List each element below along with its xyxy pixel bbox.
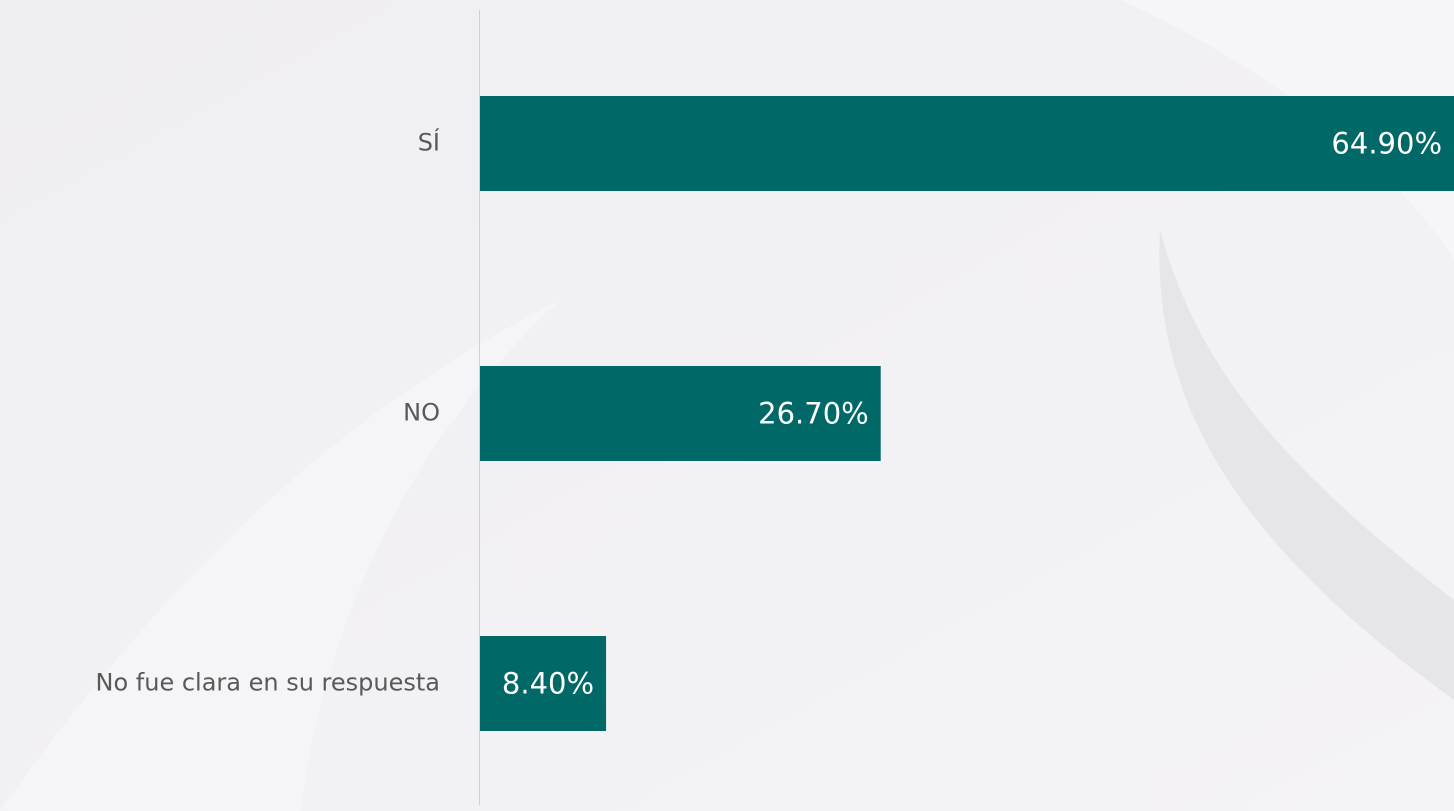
decoration (1159, 230, 1454, 700)
bar (480, 366, 881, 461)
bar-value-label: 8.40% (502, 667, 594, 701)
decoration (1120, 0, 1454, 260)
category-label: No fue clara en su respuesta (96, 669, 440, 697)
decoration (0, 300, 560, 811)
bar (480, 96, 1454, 191)
bar-value-label: 64.90% (1331, 127, 1442, 161)
category-label: NO (403, 399, 440, 427)
category-label: SÍ (418, 128, 440, 157)
bar-value-label: 26.70% (758, 397, 869, 431)
bar (480, 636, 607, 731)
